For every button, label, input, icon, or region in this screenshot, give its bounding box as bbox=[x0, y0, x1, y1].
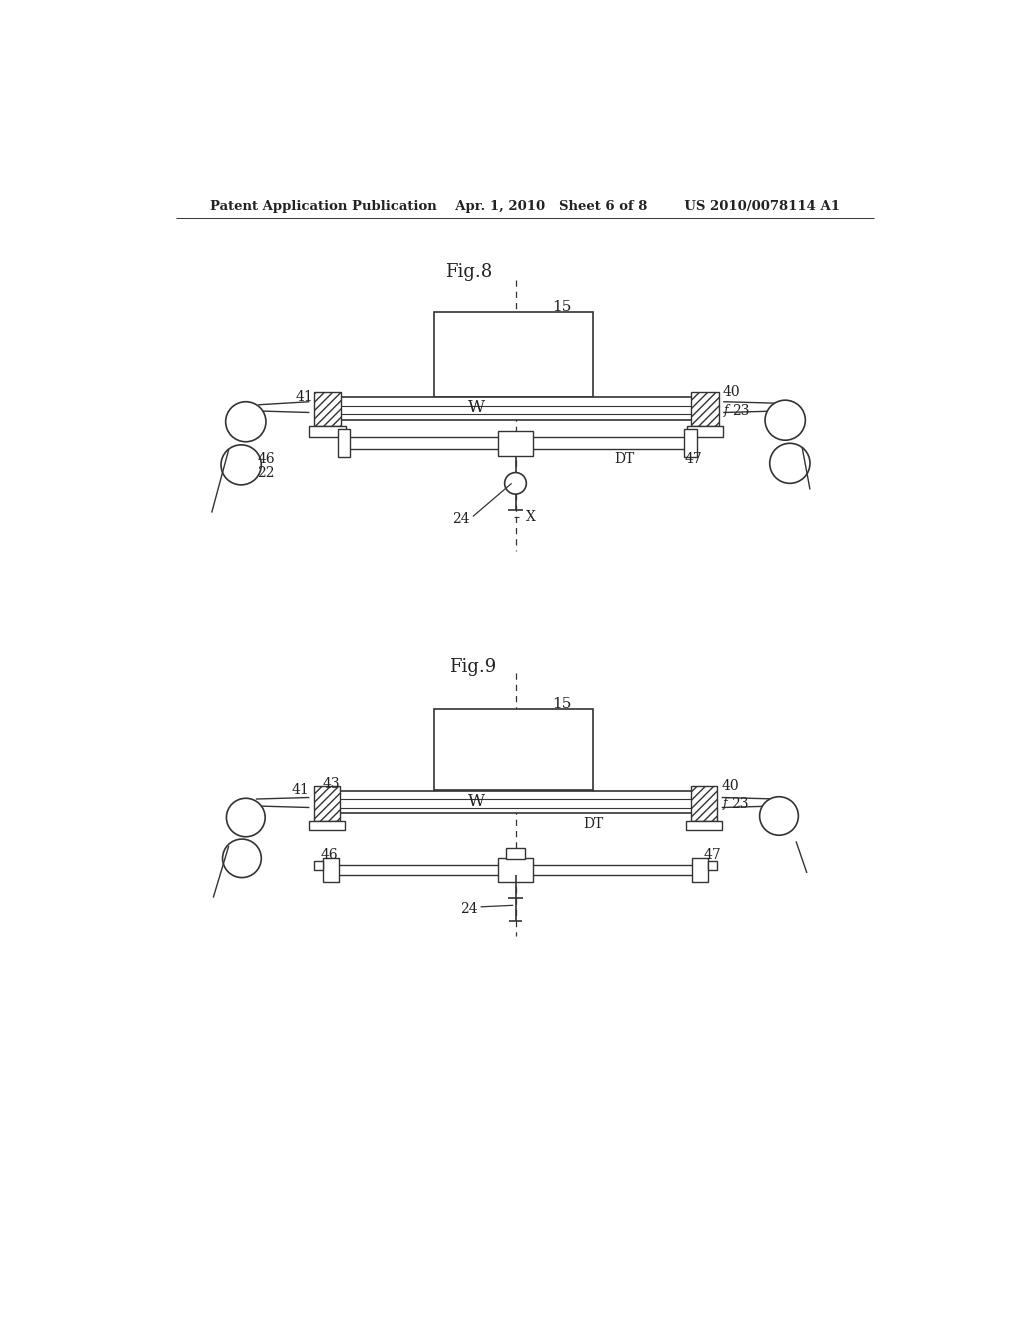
Text: W: W bbox=[468, 400, 485, 416]
Bar bbox=[349, 437, 686, 450]
Bar bbox=[687, 426, 723, 437]
Bar bbox=[686, 821, 722, 830]
Text: f: f bbox=[723, 797, 727, 810]
Text: DT: DT bbox=[583, 817, 603, 832]
Circle shape bbox=[222, 840, 261, 878]
Bar bbox=[326, 792, 708, 813]
Bar bbox=[434, 313, 593, 397]
Text: 46: 46 bbox=[321, 849, 338, 862]
Text: 47: 47 bbox=[703, 849, 721, 862]
Text: 47: 47 bbox=[685, 451, 702, 466]
Text: 41: 41 bbox=[296, 391, 313, 404]
Bar bbox=[506, 849, 524, 859]
Circle shape bbox=[505, 473, 526, 494]
Bar bbox=[434, 709, 593, 789]
Bar bbox=[499, 430, 532, 455]
Text: Fig.8: Fig.8 bbox=[445, 264, 493, 281]
Bar bbox=[314, 785, 340, 821]
Text: 23: 23 bbox=[731, 797, 749, 810]
Bar bbox=[314, 861, 324, 870]
Circle shape bbox=[760, 797, 799, 836]
Text: W: W bbox=[468, 793, 485, 810]
Circle shape bbox=[765, 400, 805, 441]
Text: Patent Application Publication    Apr. 1, 2010   Sheet 6 of 8        US 2010/007: Patent Application Publication Apr. 1, 2… bbox=[210, 199, 840, 213]
Text: 40: 40 bbox=[721, 779, 739, 793]
Text: 22: 22 bbox=[257, 466, 274, 479]
Circle shape bbox=[221, 445, 261, 484]
Bar bbox=[708, 861, 717, 870]
Text: Fig.9: Fig.9 bbox=[450, 657, 497, 676]
Bar bbox=[691, 392, 719, 426]
Text: 41: 41 bbox=[291, 783, 309, 797]
Text: 24: 24 bbox=[453, 512, 470, 525]
Text: 15: 15 bbox=[552, 697, 571, 710]
Bar bbox=[314, 392, 341, 426]
Bar bbox=[324, 858, 339, 882]
Bar bbox=[337, 866, 693, 874]
Text: 46: 46 bbox=[257, 451, 274, 466]
Bar bbox=[309, 821, 345, 830]
Bar bbox=[692, 858, 708, 882]
Text: f: f bbox=[724, 404, 729, 417]
Circle shape bbox=[225, 401, 266, 442]
Circle shape bbox=[226, 799, 265, 837]
Bar bbox=[338, 429, 350, 457]
Bar bbox=[684, 429, 697, 457]
Text: 40: 40 bbox=[722, 385, 739, 400]
Text: 23: 23 bbox=[732, 404, 750, 418]
Bar bbox=[499, 858, 532, 882]
Bar bbox=[690, 785, 717, 821]
Text: DT: DT bbox=[613, 451, 634, 466]
Text: 24: 24 bbox=[460, 902, 478, 916]
Text: X: X bbox=[526, 511, 536, 524]
Bar bbox=[326, 397, 710, 420]
Text: 15: 15 bbox=[552, 300, 571, 314]
Text: 43: 43 bbox=[323, 776, 340, 791]
Circle shape bbox=[770, 444, 810, 483]
Bar bbox=[309, 426, 346, 437]
